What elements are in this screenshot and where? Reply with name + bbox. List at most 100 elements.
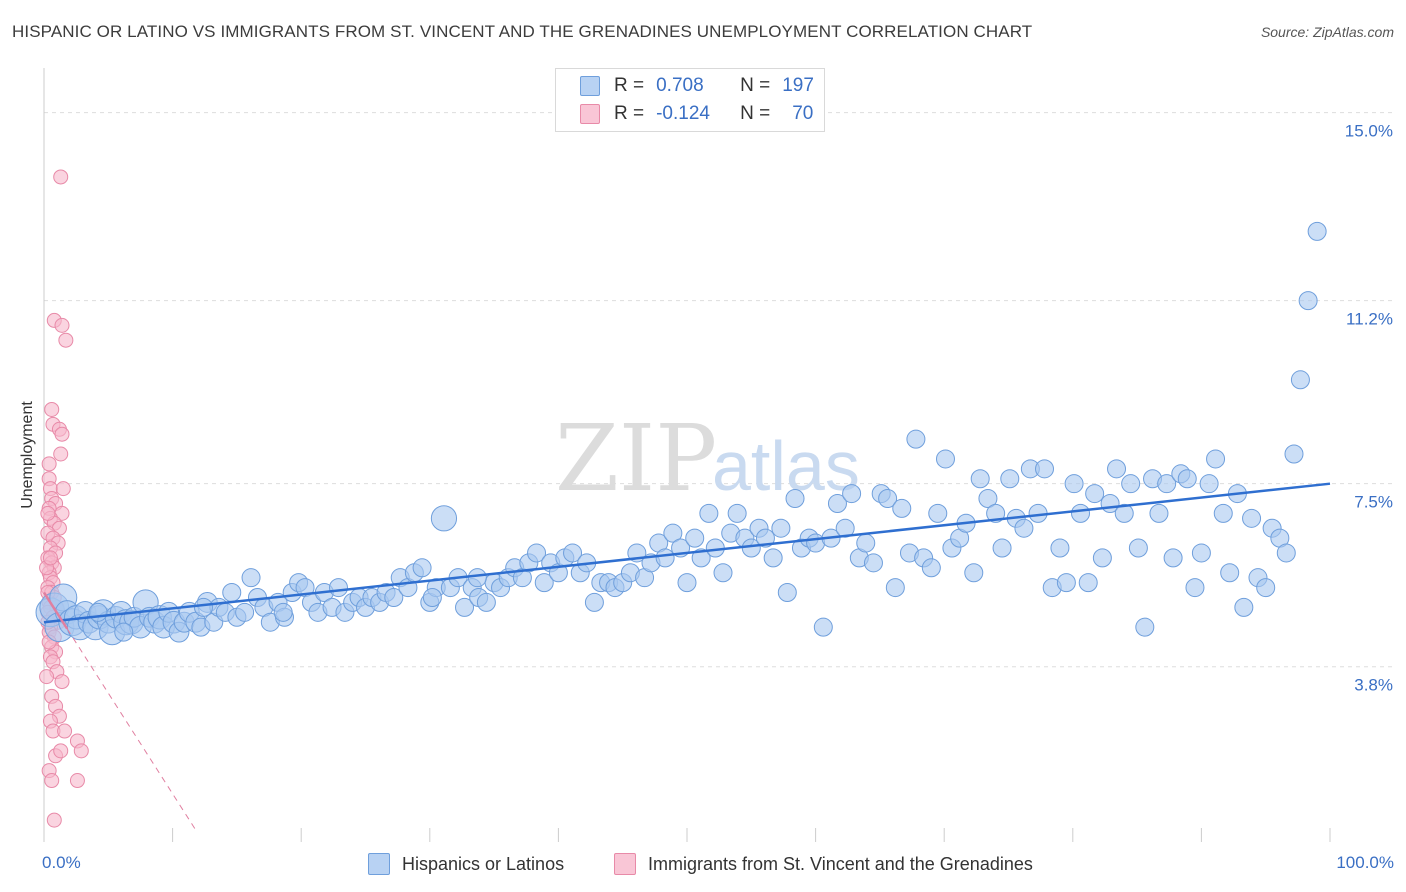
blue-point — [273, 602, 293, 622]
legend-row-blue: R = 0.708 N = 197 — [580, 73, 814, 99]
blue-point — [727, 503, 747, 523]
blue-point — [699, 503, 719, 523]
blue-point — [584, 592, 604, 612]
blue-point — [1298, 291, 1318, 311]
legend-r-label: R = — [614, 75, 645, 96]
blue-point — [235, 602, 255, 622]
correlation-legend: R = 0.708 N = 197 R = -0.124 N = 70 — [555, 68, 825, 132]
blue-point — [222, 583, 242, 603]
pink-point — [53, 169, 69, 185]
pink-point — [41, 456, 57, 472]
blue-point — [1177, 469, 1197, 489]
blue-point — [978, 489, 998, 509]
blue-point — [771, 518, 791, 538]
blue-point — [1107, 459, 1127, 479]
legend-label-hispanics: Hispanics or Latinos — [402, 853, 565, 874]
legend-r-value: -0.124 — [656, 103, 710, 124]
blue-point — [1242, 508, 1262, 528]
blue-point — [1114, 503, 1134, 523]
axes — [43, 68, 1331, 842]
watermark: ZIP atlas — [555, 405, 860, 512]
chart-title: HISPANIC OR LATINO VS IMMIGRANTS FROM ST… — [12, 22, 1033, 41]
blue-point — [1000, 469, 1020, 489]
y-tick-label: 3.8% — [1354, 676, 1393, 695]
blue-point — [422, 587, 442, 607]
blue-point — [1014, 518, 1034, 538]
pink-point — [73, 743, 89, 759]
pink-point — [42, 550, 58, 566]
blue-point — [1284, 444, 1304, 464]
blue-point — [1035, 459, 1055, 479]
blue-point — [114, 622, 134, 642]
blue-point — [467, 568, 487, 588]
blue-point — [88, 602, 108, 622]
watermark-atlas: atlas — [712, 427, 860, 505]
blue-point — [527, 543, 547, 563]
pink-point — [46, 812, 62, 828]
pink-point — [39, 669, 55, 685]
y-tick-label: 7.5% — [1354, 493, 1393, 512]
pink-point — [55, 481, 71, 497]
pink-point — [69, 773, 85, 789]
blue-point — [835, 518, 855, 538]
blue-point — [1050, 538, 1070, 558]
blue-point — [1056, 573, 1076, 593]
blue-point — [1234, 597, 1254, 617]
blue-point — [1191, 543, 1211, 563]
blue-point — [785, 489, 805, 509]
legend-label-immigrants: Immigrants from St. Vincent and the Gren… — [648, 853, 1033, 874]
blue-point — [1085, 484, 1105, 504]
blue-point — [655, 548, 675, 568]
blue-point — [476, 592, 496, 612]
blue-point — [906, 429, 926, 449]
source-label: Source: ZipAtlas.com — [1260, 24, 1394, 40]
pink-point — [53, 446, 69, 462]
pink-point — [54, 674, 70, 690]
blue-point — [1157, 474, 1177, 494]
pink-point — [53, 743, 69, 759]
pink-point — [54, 426, 70, 442]
x-tick-label-max: 100.0% — [1336, 853, 1394, 872]
legend-n-value: 70 — [792, 103, 814, 124]
blue-point — [863, 553, 883, 573]
blue-point — [1206, 449, 1226, 469]
blue-point — [755, 528, 775, 548]
blue-point — [677, 573, 697, 593]
blue-point — [713, 563, 733, 583]
blue-point — [928, 503, 948, 523]
blue-point — [563, 543, 583, 563]
blue-point — [685, 528, 705, 548]
blue-point — [384, 587, 404, 607]
blue-point — [892, 498, 912, 518]
blue-point — [986, 503, 1006, 523]
blue-point — [1135, 617, 1155, 637]
blue-point — [1256, 578, 1276, 598]
pink-point — [57, 723, 73, 739]
blue-point — [241, 568, 261, 588]
legend-item-immigrants: Immigrants from St. Vincent and the Gren… — [614, 853, 1033, 875]
legend-n-label: N = — [740, 103, 771, 124]
legend-r-label: R = — [614, 103, 645, 124]
blue-point — [1128, 538, 1148, 558]
pink-trend-line — [42, 591, 69, 630]
blue-point — [813, 617, 833, 637]
blue-point — [455, 597, 475, 617]
pink-point — [58, 332, 74, 348]
blue-point — [935, 449, 955, 469]
legend-n-label: N = — [740, 75, 771, 96]
trend-lines — [42, 482, 1331, 831]
legend-swatch-blue — [368, 853, 390, 875]
blue-point — [964, 563, 984, 583]
blue-point — [193, 597, 213, 617]
blue-point — [921, 558, 941, 578]
blue-point — [1163, 548, 1183, 568]
blue-point — [1121, 474, 1141, 494]
blue-point — [1276, 543, 1296, 563]
blue-point — [1220, 563, 1240, 583]
legend-item-hispanics: Hispanics or Latinos — [368, 853, 564, 875]
pink-point — [54, 317, 70, 333]
series-legend: Hispanics or Latinos Immigrants from St.… — [0, 850, 1406, 880]
legend-swatch-pink — [580, 104, 600, 124]
blue-trend-line — [43, 482, 1331, 624]
